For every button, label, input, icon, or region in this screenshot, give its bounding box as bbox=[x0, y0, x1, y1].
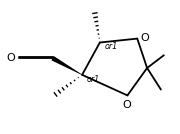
Text: or1: or1 bbox=[87, 75, 100, 84]
Text: O: O bbox=[122, 100, 131, 110]
Text: O: O bbox=[6, 53, 15, 63]
Text: or1: or1 bbox=[105, 42, 118, 51]
Text: O: O bbox=[140, 33, 149, 43]
Polygon shape bbox=[51, 56, 82, 75]
